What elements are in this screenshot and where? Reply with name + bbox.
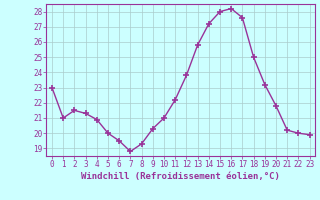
X-axis label: Windchill (Refroidissement éolien,°C): Windchill (Refroidissement éolien,°C) — [81, 172, 280, 181]
